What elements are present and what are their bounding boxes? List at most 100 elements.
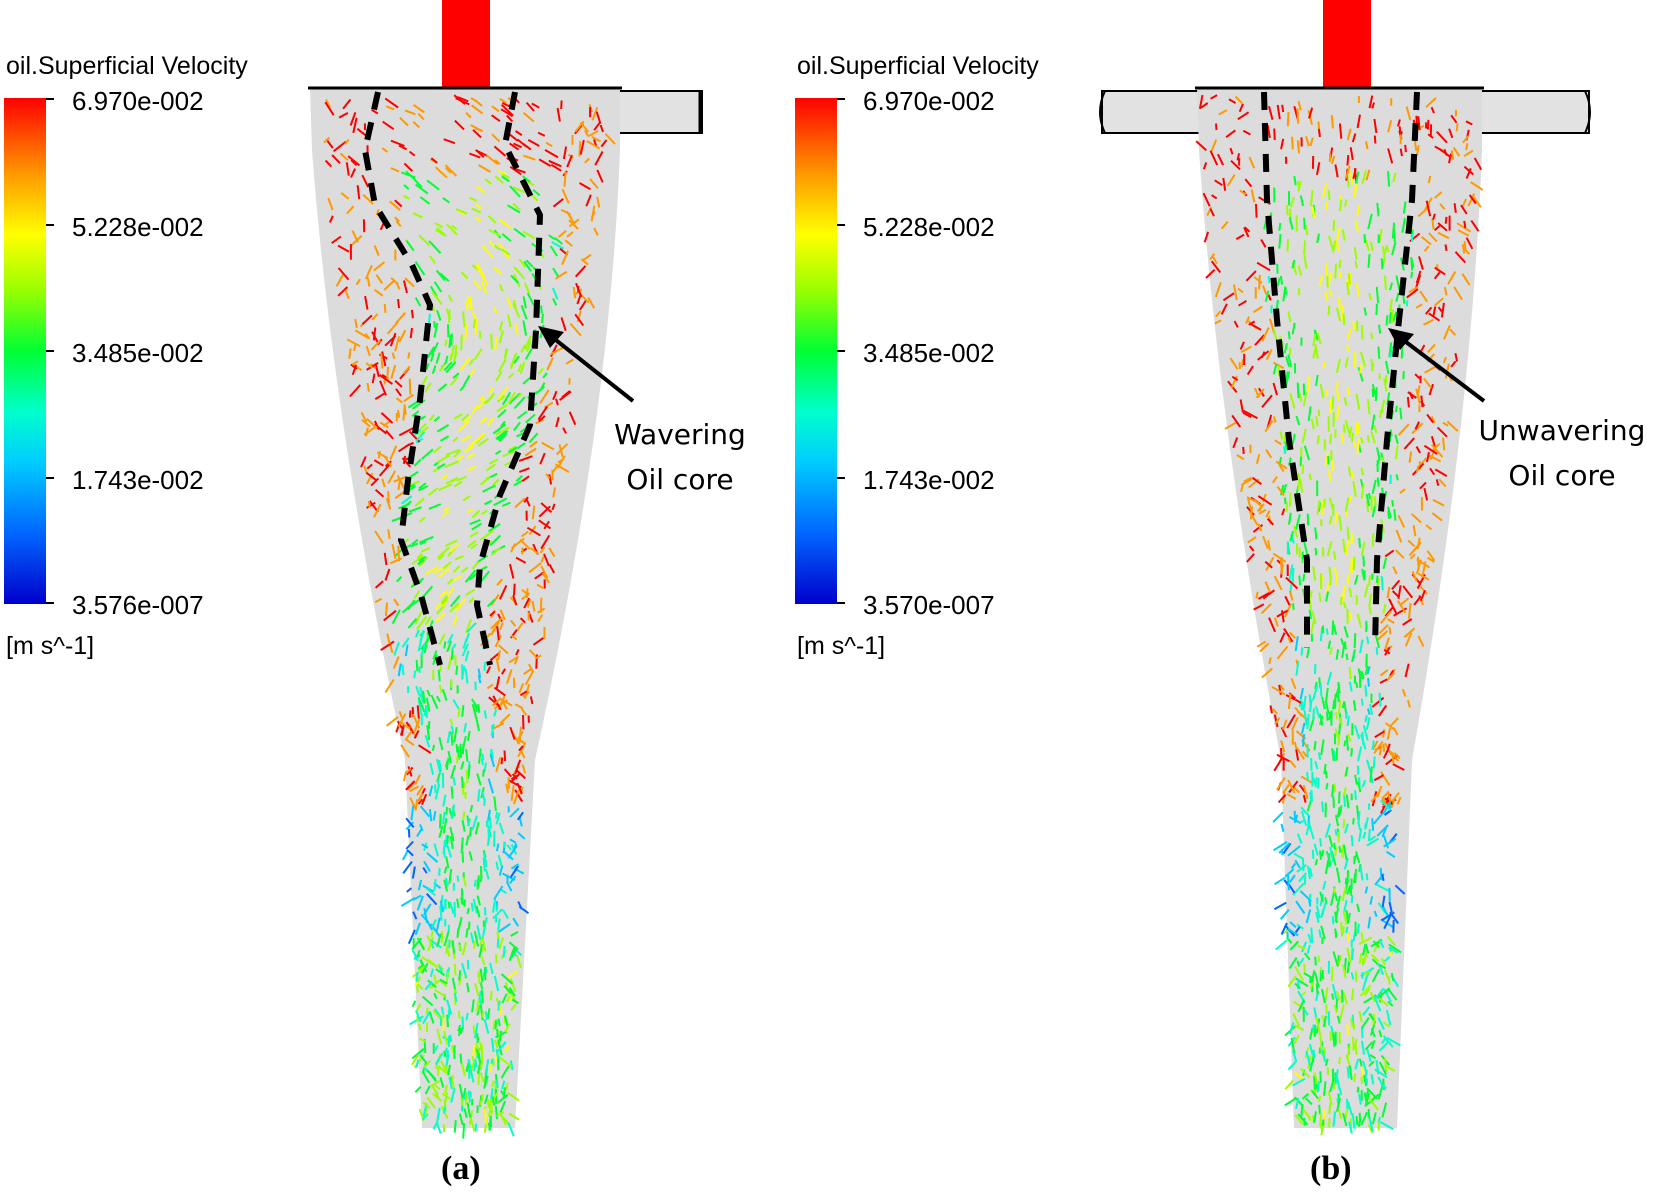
velocity-vector <box>437 669 441 682</box>
velocity-vector <box>441 688 448 701</box>
velocity-vector <box>1359 363 1363 374</box>
velocity-vector <box>426 179 440 191</box>
velocity-vector <box>1333 750 1336 762</box>
velocity-vector <box>507 391 517 405</box>
velocity-vector <box>1348 1065 1353 1080</box>
velocity-vector <box>1355 851 1361 864</box>
tick-mark <box>46 350 54 352</box>
velocity-vector <box>402 861 413 874</box>
velocity-vector <box>1311 206 1316 219</box>
velocity-vector <box>518 455 533 462</box>
annotation-line-2: Oil core <box>626 463 734 496</box>
velocity-vector <box>1289 759 1297 769</box>
velocity-vector <box>409 785 419 793</box>
velocity-vector <box>516 622 524 631</box>
velocity-vector <box>1391 499 1395 507</box>
velocity-vector <box>487 1100 494 1117</box>
velocity-vector <box>440 474 449 481</box>
velocity-vector <box>1229 357 1239 370</box>
velocity-vector <box>1334 728 1339 738</box>
velocity-vector <box>467 818 472 827</box>
velocity-vector <box>453 413 463 420</box>
velocity-vector <box>1319 850 1322 860</box>
velocity-vector <box>1407 391 1417 399</box>
velocity-vector <box>508 946 516 962</box>
annotation-text: Wavering Oil core <box>605 412 755 502</box>
velocity-vector <box>428 414 436 422</box>
velocity-vector <box>444 460 459 469</box>
velocity-vector <box>397 663 402 677</box>
velocity-vector <box>390 364 397 379</box>
velocity-vector <box>500 103 514 117</box>
velocity-vector <box>1247 498 1253 511</box>
velocity-vector <box>1387 510 1390 519</box>
velocity-vector <box>490 628 496 636</box>
velocity-vector <box>1360 698 1364 706</box>
velocity-vector <box>1236 454 1245 461</box>
velocity-vector <box>1266 518 1275 526</box>
velocity-vector <box>1356 903 1361 913</box>
velocity-vector <box>1280 922 1288 935</box>
velocity-vector <box>494 159 501 166</box>
velocity-vector <box>1300 701 1304 711</box>
velocity-vector <box>449 376 459 387</box>
velocity-vector <box>1286 111 1290 127</box>
velocity-vector <box>1334 164 1339 178</box>
velocity-vector <box>502 702 508 710</box>
velocity-vector <box>325 99 331 108</box>
velocity-vector <box>1336 1076 1341 1090</box>
velocity-vector <box>1353 633 1357 649</box>
velocity-vector <box>404 768 412 775</box>
velocity-vector <box>1289 874 1296 883</box>
velocity-vector <box>488 386 495 395</box>
velocity-vector <box>1295 514 1301 530</box>
velocity-vector <box>596 169 604 183</box>
velocity-vector <box>464 300 469 311</box>
velocity-vector <box>1366 1087 1378 1100</box>
velocity-vector <box>523 154 536 161</box>
velocity-vector <box>414 497 425 507</box>
velocity-vector <box>457 1024 461 1032</box>
velocity-vector <box>1336 807 1341 818</box>
velocity-vector <box>1335 404 1341 420</box>
velocity-vector <box>495 426 511 436</box>
velocity-vector <box>472 280 482 290</box>
oil-core-boundary-left <box>1261 91 1310 648</box>
velocity-vector <box>1465 120 1473 126</box>
velocity-vector <box>445 806 448 815</box>
velocity-vector <box>1242 446 1245 455</box>
velocity-vector <box>509 165 522 176</box>
velocity-vector <box>1337 700 1342 714</box>
velocity-vector <box>1374 1068 1388 1079</box>
velocity-vector <box>1368 292 1373 301</box>
velocity-vector <box>408 150 416 157</box>
velocity-vector <box>479 1072 485 1083</box>
velocity-vector <box>361 314 373 325</box>
velocity-vector <box>412 911 418 920</box>
velocity-vector <box>384 97 399 109</box>
velocity-vector <box>1239 189 1247 196</box>
velocity-vector <box>407 599 416 611</box>
velocity-vector <box>1209 208 1215 217</box>
velocity-vector <box>446 1014 449 1028</box>
velocity-vector <box>1363 953 1367 964</box>
velocity-vector <box>1317 1095 1322 1103</box>
velocity-vector <box>1377 902 1387 914</box>
velocity-vector <box>448 1077 453 1090</box>
velocity-vector <box>519 361 526 374</box>
velocity-vector <box>514 323 519 335</box>
velocity-vector <box>1389 346 1395 358</box>
velocity-vector <box>1345 926 1349 934</box>
velocity-vector <box>442 1124 446 1133</box>
velocity-vector <box>1424 306 1433 315</box>
velocity-vector <box>461 704 465 717</box>
velocity-vector <box>417 879 423 891</box>
velocity-vector <box>465 588 476 596</box>
velocity-vector <box>1288 457 1292 466</box>
velocity-vector <box>522 320 528 336</box>
velocity-vector <box>1319 715 1324 725</box>
velocity-vector <box>586 140 601 150</box>
velocity-vector <box>426 935 433 947</box>
velocity-vector <box>1382 801 1392 815</box>
velocity-vector <box>1344 766 1349 777</box>
